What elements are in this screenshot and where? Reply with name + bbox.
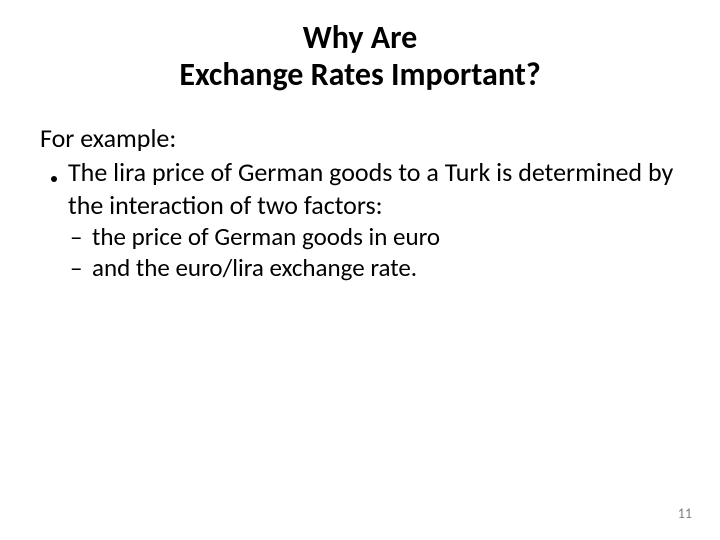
slide-body: For example: The lira price of German go… — [40, 122, 680, 284]
slide-container: Why Are Exchange Rates Important? For ex… — [0, 0, 720, 540]
dash-icon: – — [70, 252, 92, 283]
sub-bullet-1: – the price of German goods in euro — [40, 221, 680, 252]
dash-icon: – — [70, 221, 92, 252]
title-line-2: Exchange Rates Important? — [179, 55, 540, 94]
bullet-item: The lira price of German goods to a Turk… — [40, 156, 680, 221]
bullet-dot-icon — [51, 176, 57, 182]
intro-text: For example: — [40, 122, 680, 155]
page-number: 11 — [678, 505, 692, 522]
sub-bullet-2: – and the euro/lira exchange rate. — [40, 252, 680, 283]
title-line-1: Why Are — [303, 18, 418, 57]
slide-title: Why Are Exchange Rates Important? — [40, 20, 680, 94]
sub-bullet-2-text: and the euro/lira exchange rate. — [92, 252, 680, 283]
sub-bullet-1-text: the price of German goods in euro — [92, 221, 680, 252]
bullet-marker — [40, 156, 68, 193]
bullet-text: The lira price of German goods to a Turk… — [68, 156, 680, 221]
